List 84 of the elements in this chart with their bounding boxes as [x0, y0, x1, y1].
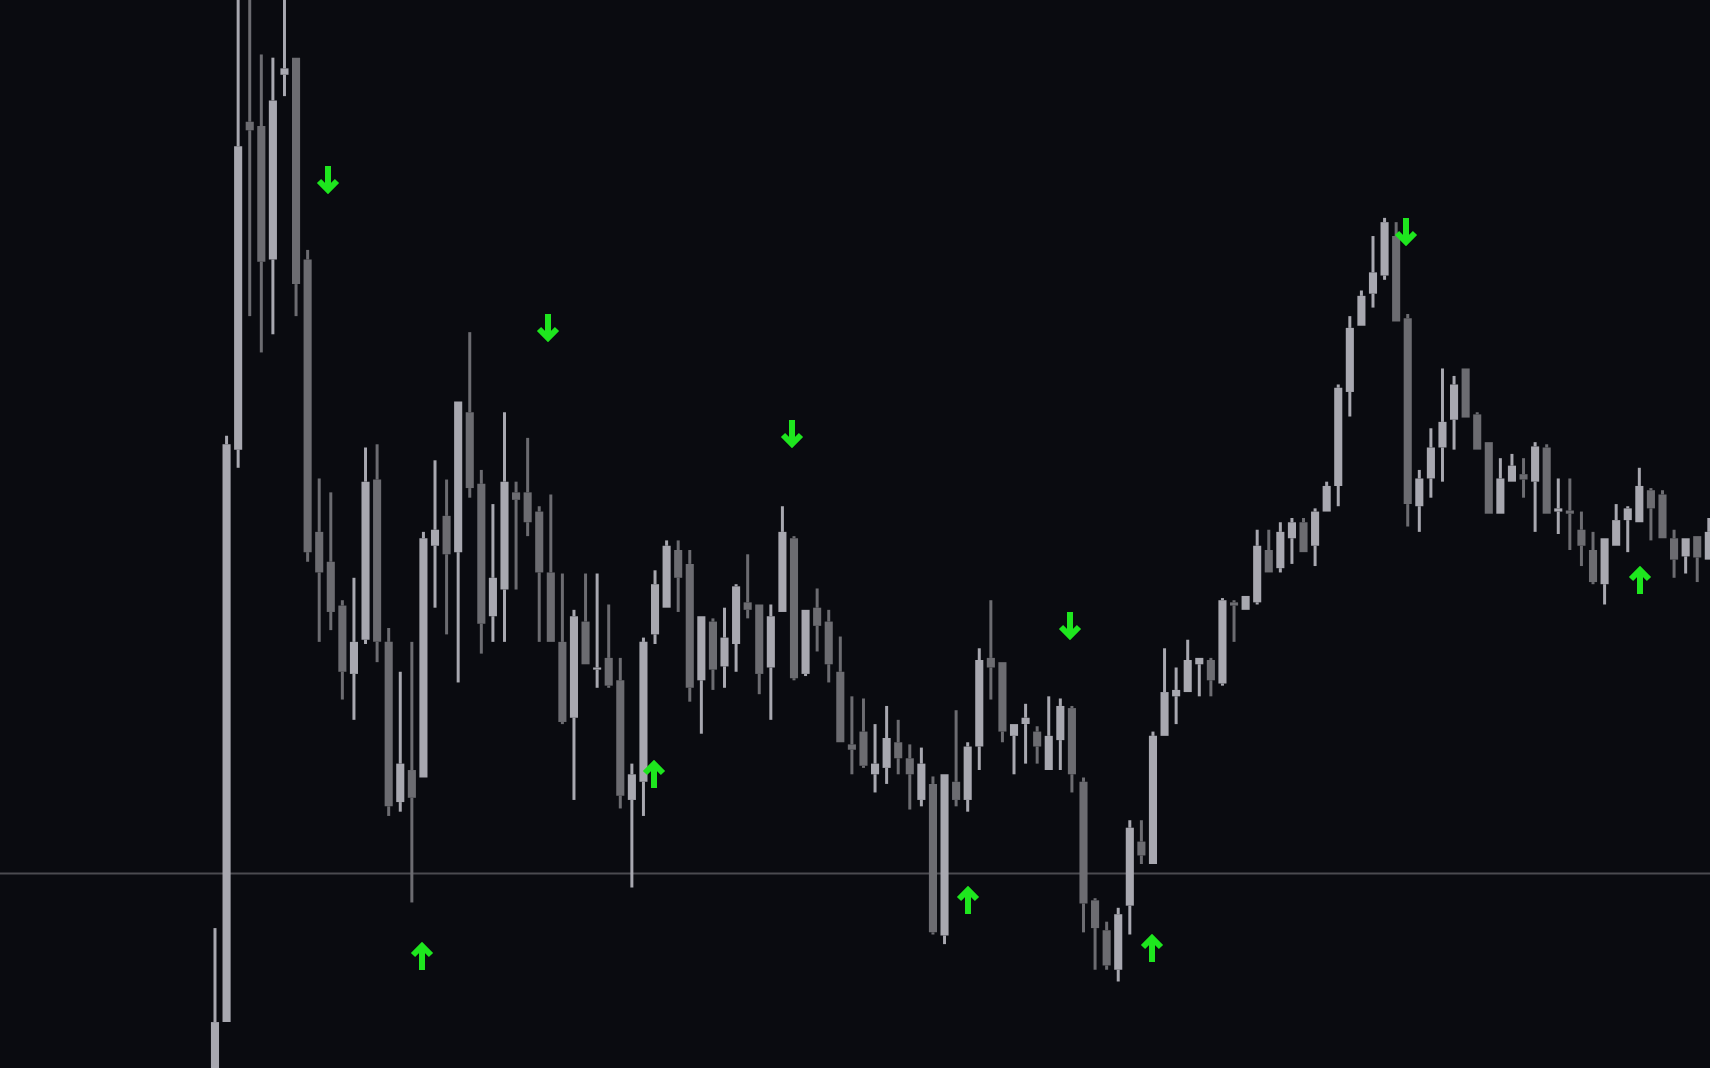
candlestick [210, 926, 220, 1068]
candlestick [882, 704, 891, 786]
candlestick [1588, 530, 1598, 586]
candlestick [1067, 704, 1076, 794]
candlestick [928, 774, 937, 936]
candlestick [430, 458, 440, 610]
candlestick [407, 640, 416, 904]
candlestick [1415, 468, 1424, 534]
candlestick [1229, 598, 1239, 644]
candlestick [963, 740, 972, 814]
candlestick [1565, 476, 1574, 552]
candlestick [1264, 528, 1273, 573]
candlestick [1496, 456, 1505, 514]
candlestick [813, 586, 822, 653]
candlestick [1450, 374, 1459, 452]
candlestick [708, 616, 717, 692]
candlestick [894, 718, 903, 776]
candlestick [905, 742, 914, 812]
candlestick [697, 616, 706, 736]
candlestick [1218, 596, 1227, 688]
candlestick [1403, 312, 1412, 529]
candlestick [1021, 702, 1030, 766]
candlestick [292, 57, 301, 318]
candlestick [836, 635, 845, 743]
candlestick [373, 442, 382, 664]
candlestick [1206, 656, 1215, 698]
candlestick [396, 670, 405, 814]
candlestick [1438, 366, 1447, 484]
candlestick [1554, 476, 1563, 536]
candlestick [1148, 730, 1158, 865]
candlestick [349, 576, 358, 722]
candlestick [685, 548, 694, 704]
candlestick [975, 646, 984, 772]
candlestick [1670, 528, 1679, 580]
candlestick [1033, 724, 1042, 766]
candlestick [1368, 234, 1378, 310]
candlestick [454, 401, 463, 684]
candlestick [940, 774, 949, 946]
candlestick [824, 608, 833, 684]
candlestick [442, 478, 451, 636]
candlestick [1322, 480, 1331, 512]
candlestick [778, 504, 787, 612]
candlestick [546, 492, 555, 642]
candlestick [1137, 818, 1146, 866]
candlestick [1681, 538, 1690, 576]
candlestick [1102, 920, 1111, 972]
candlestick [1693, 536, 1702, 584]
candlestick [361, 445, 370, 646]
candlestick [268, 56, 277, 336]
candlestick [1311, 506, 1320, 568]
candlestick [1345, 314, 1354, 419]
candlestick [650, 568, 660, 646]
candlestick [1531, 440, 1540, 534]
candlestick [1542, 442, 1551, 514]
candlestick [1357, 289, 1366, 326]
candlestick [593, 572, 602, 690]
candlestick [1484, 442, 1493, 514]
candlestick [1114, 906, 1123, 983]
candlestick [1125, 818, 1134, 936]
candlestick [419, 530, 428, 778]
candlestick [1426, 426, 1435, 500]
candlestick [1380, 216, 1389, 282]
candlestick [1009, 724, 1019, 776]
candlestick [581, 572, 590, 665]
candlestick [1577, 510, 1586, 568]
candlestick [662, 538, 671, 608]
candlestick [871, 722, 880, 794]
candlestick [917, 746, 926, 808]
candlestick [384, 626, 393, 818]
candlestick [1334, 382, 1343, 508]
candlestick [766, 602, 775, 722]
candlestick [512, 480, 521, 592]
candlestick [558, 572, 567, 726]
candlestick [1519, 456, 1528, 500]
candlestick [674, 538, 683, 614]
candlestick [569, 608, 579, 802]
candlestick [789, 534, 799, 682]
candlestick [1287, 516, 1296, 566]
candlestick [801, 609, 810, 678]
candlestick [280, 0, 289, 98]
candlestick [1299, 516, 1308, 553]
candlestick [952, 708, 961, 808]
candlestick [1276, 520, 1285, 574]
candlestick [1507, 452, 1516, 482]
